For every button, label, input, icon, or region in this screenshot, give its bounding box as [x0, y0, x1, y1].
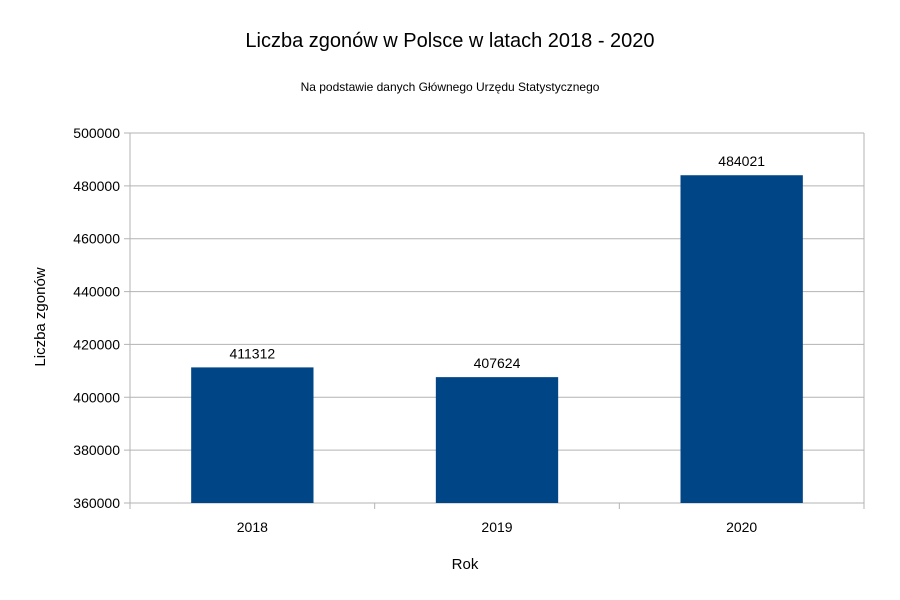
y-tick-label: 360000	[73, 495, 120, 511]
y-tick-label: 400000	[73, 389, 120, 405]
y-tick-label: 420000	[73, 336, 120, 352]
bars	[191, 175, 803, 503]
data-label-2020: 484021	[718, 153, 765, 169]
y-axis-title: Liczba zgonów	[32, 267, 49, 366]
x-axis-title: Rok	[452, 556, 479, 573]
x-tick-label: 2019	[481, 519, 512, 535]
y-tick-label: 440000	[73, 284, 120, 300]
axes: 360000 380000 400000 420000 440000 460000 4800…	[73, 125, 865, 535]
x-tick-label: 2020	[726, 519, 757, 535]
chart-title: Liczba zgonów w Polsce w latach 2018 - 2…	[245, 30, 655, 52]
chart-subtitle: Na podstawie danych Głównego Urzędu Stat…	[300, 80, 600, 94]
data-label-2018: 411312	[229, 345, 275, 361]
y-tick-label: 380000	[73, 442, 120, 458]
y-tick-label: 500000	[73, 125, 120, 141]
bar-2018	[191, 367, 314, 503]
bar-2019	[435, 377, 559, 503]
bar-2020	[680, 175, 803, 503]
y-tick-label: 480000	[73, 178, 120, 194]
data-labels: 411312 407624 484021	[229, 153, 765, 371]
y-tick-label: 460000	[73, 231, 120, 247]
x-tick-label: 2018	[237, 519, 268, 535]
data-label-2019: 407624	[474, 355, 521, 371]
